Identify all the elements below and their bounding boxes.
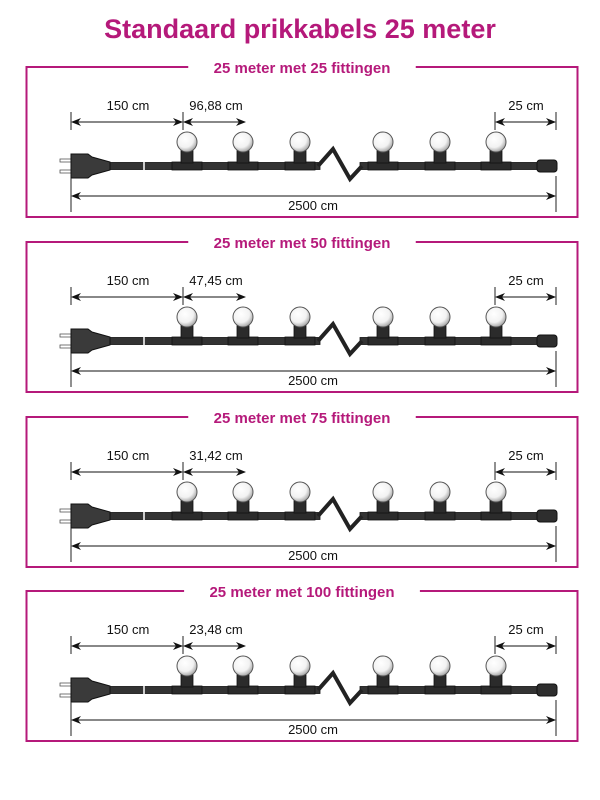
total-length-label: 2500 cm — [288, 198, 338, 213]
bulb-icon — [176, 655, 198, 677]
label-background — [188, 234, 416, 250]
tail-length-label: 25 cm — [508, 273, 543, 288]
cable-zigzag — [316, 145, 364, 183]
spacing-label: 96,88 cm — [189, 98, 242, 113]
total-length-label: 2500 cm — [288, 373, 338, 388]
cable-zigzag — [316, 320, 364, 358]
bulb-icon — [485, 131, 507, 153]
bulb-icon — [232, 306, 254, 328]
bulb-icon — [372, 481, 394, 503]
plug-icon — [70, 328, 111, 354]
lead-length-label: 150 cm — [107, 448, 150, 463]
plug-icon — [70, 153, 111, 179]
bulb-icon — [485, 655, 507, 677]
bulb-icon — [176, 306, 198, 328]
label-background — [184, 583, 420, 599]
label-background — [188, 59, 416, 75]
bulb-icon — [289, 655, 311, 677]
cable-zigzag — [316, 495, 364, 533]
tail-length-label: 25 cm — [508, 622, 543, 637]
panel-label: 25 meter met 75 fittingen — [214, 410, 391, 427]
bulb-icon — [429, 655, 451, 677]
label-background — [188, 409, 416, 425]
lead-length-label: 150 cm — [107, 622, 150, 637]
panel-label: 25 meter met 25 fittingen — [214, 60, 391, 77]
page-title: Standaard prikkabels 25 meter — [104, 14, 496, 44]
bulb-icon — [289, 481, 311, 503]
plug-pin — [59, 333, 73, 338]
total-length-label: 2500 cm — [288, 548, 338, 563]
bulb-icon — [485, 481, 507, 503]
plug-pin — [59, 169, 73, 174]
bulb-icon — [232, 481, 254, 503]
end-cap — [536, 509, 558, 523]
spacing-label: 23,48 cm — [189, 622, 242, 637]
lead-length-label: 150 cm — [107, 98, 150, 113]
bulb-icon — [372, 655, 394, 677]
plug-pin — [59, 519, 73, 524]
panel-label: 25 meter met 100 fittingen — [209, 584, 394, 601]
cable-zigzag — [316, 669, 364, 707]
plug-pin — [59, 682, 73, 687]
plug-pin — [59, 158, 73, 163]
panel-label: 25 meter met 50 fittingen — [214, 235, 391, 252]
bulb-icon — [485, 306, 507, 328]
plug-icon — [70, 677, 111, 703]
bulb-icon — [372, 306, 394, 328]
end-cap — [536, 159, 558, 173]
panel-3: 25 meter met 75 fittingen 150 cm 31,42 cm 2… — [25, 409, 579, 568]
end-cap — [536, 683, 558, 697]
plug-pin — [59, 693, 73, 698]
bulb-icon — [372, 131, 394, 153]
end-cap — [536, 334, 558, 348]
bulb-icon — [429, 131, 451, 153]
total-length-label: 2500 cm — [288, 722, 338, 737]
bulb-icon — [232, 655, 254, 677]
plug-pin — [59, 508, 73, 513]
bulb-icon — [176, 481, 198, 503]
spacing-label: 47,45 cm — [189, 273, 242, 288]
bulb-icon — [429, 481, 451, 503]
panel-4: 25 meter met 100 fittingen 150 cm 23,48 cm… — [25, 583, 579, 742]
tail-length-label: 25 cm — [508, 98, 543, 113]
plug-pin — [59, 344, 73, 349]
bulb-icon — [176, 131, 198, 153]
spacing-label: 31,42 cm — [189, 448, 242, 463]
plug-icon — [70, 503, 111, 529]
bulb-icon — [232, 131, 254, 153]
tail-length-label: 25 cm — [508, 448, 543, 463]
panel-1: 25 meter met 25 fittingen 150 cm 96,88 cm 2… — [25, 59, 579, 218]
bulb-icon — [429, 306, 451, 328]
bulb-icon — [289, 306, 311, 328]
bulb-icon — [289, 131, 311, 153]
lead-length-label: 150 cm — [107, 273, 150, 288]
panel-2: 25 meter met 50 fittingen 150 cm 47,45 cm 2… — [25, 234, 579, 393]
